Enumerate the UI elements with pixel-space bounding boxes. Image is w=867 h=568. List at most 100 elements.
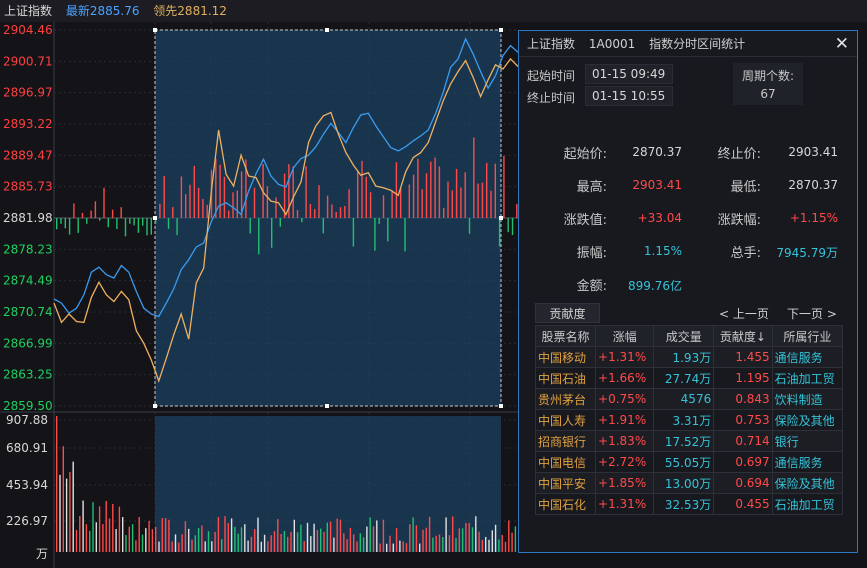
volume-bar: [452, 516, 454, 552]
change-bar: [468, 218, 471, 234]
table-row[interactable]: 中国平安 +1.85% 13.00万 0.694 保险及其他: [534, 472, 844, 494]
table-row[interactable]: 中国电信 +2.72% 55.05万 0.697 通信服务: [534, 451, 844, 473]
col-volume[interactable]: 成交量: [653, 325, 715, 347]
change-bar: [344, 206, 346, 218]
volume-bar: [501, 534, 503, 552]
row-volume: 55.05万: [653, 451, 715, 473]
table-row[interactable]: 中国人寿 +1.91% 3.31万 0.753 保险及其他: [534, 409, 844, 431]
change-bar: [400, 188, 402, 218]
change-bar: [382, 195, 385, 218]
prev-page-button[interactable]: < 上一页: [719, 307, 769, 321]
volume-bar: [85, 524, 88, 552]
change-bar: [486, 162, 488, 218]
col-change[interactable]: 涨幅: [595, 325, 655, 347]
intraday-chart[interactable]: 2904.46 2900.71 2896.97 2893.22 2889.47 2885.…: [0, 22, 867, 568]
table-header-row: 股票名称 涨幅 成交量 贡献度↓ 所属行业: [534, 325, 844, 347]
volume-bar: [455, 538, 457, 552]
change-bar: [94, 201, 97, 218]
change-bar: [245, 159, 247, 218]
row-change: +0.75%: [595, 388, 655, 410]
volume-bar: [425, 527, 427, 552]
change-bar: [425, 173, 428, 218]
change-bar: [481, 182, 484, 218]
selection-handles[interactable]: [153, 28, 503, 408]
selection-handle[interactable]: [153, 404, 157, 408]
row-stock-name: 中国石油: [534, 367, 597, 389]
change-value: +33.04: [637, 211, 682, 225]
volume-bar: [171, 541, 173, 552]
selection-handle[interactable]: [325, 28, 329, 32]
panel-index-name: 上证指数: [527, 37, 576, 51]
selection-handle[interactable]: [499, 28, 503, 32]
change-bar: [511, 218, 514, 236]
change-bar: [322, 218, 324, 234]
volume-bar: [402, 541, 404, 552]
table-row[interactable]: 招商银行 +1.83% 17.52万 0.714 银行: [534, 430, 844, 452]
row-volume: 1.93万: [653, 346, 715, 368]
col-contribution[interactable]: 贡献度↓: [713, 325, 773, 347]
change-bar: [447, 181, 449, 218]
series-line-latest: [53, 37, 519, 318]
volume-bar: [188, 528, 190, 552]
volume-bar: [257, 517, 259, 552]
volume-bar: [511, 532, 513, 552]
total-hands-value: 7945.79万: [776, 246, 838, 260]
row-change: +1.85%: [595, 472, 655, 494]
change-bar: [348, 189, 350, 218]
selection-handle[interactable]: [153, 28, 157, 32]
row-volume: 17.52万: [653, 430, 715, 452]
volume-bar: [82, 500, 84, 552]
volume-bar: [346, 539, 348, 552]
next-page-button[interactable]: 下一页 >: [787, 307, 837, 321]
change-bar: [150, 218, 152, 235]
table-row[interactable]: 中国石油 +1.66% 27.74万 1.195 石油加工贸: [534, 367, 844, 389]
table-row[interactable]: 中国石化 +1.31% 32.53万 0.455 石油加工贸: [534, 493, 844, 515]
col-industry[interactable]: 所属行业: [771, 325, 844, 347]
close-icon[interactable]: ✕: [834, 34, 849, 54]
change-bar: [288, 164, 290, 218]
change-bar: [443, 207, 445, 218]
change-bar: [460, 187, 462, 218]
selection-handle[interactable]: [499, 216, 503, 220]
row-stock-name: 中国移动: [534, 346, 597, 368]
volume-bar: [115, 528, 117, 552]
row-industry: 银行: [771, 430, 844, 452]
volume-bar: [485, 536, 487, 552]
end-time-field[interactable]: 01-15 10:55: [585, 86, 673, 106]
volume-bar: [161, 518, 163, 552]
col-stock-name[interactable]: 股票名称: [534, 325, 597, 347]
volume-bars: [56, 416, 517, 552]
volume-bar: [145, 528, 147, 552]
change-bar: [86, 218, 88, 224]
change-bar: [352, 218, 355, 247]
change-bar: [60, 218, 62, 224]
volume-bar: [273, 531, 276, 552]
volume-bar: [369, 517, 371, 552]
row-volume: 13.00万: [653, 472, 715, 494]
start-time-field[interactable]: 01-15 09:49: [585, 64, 673, 84]
selection-handle[interactable]: [499, 404, 503, 408]
change-bar: [365, 176, 367, 218]
volume-bar: [72, 461, 74, 552]
row-volume: 27.74万: [653, 367, 715, 389]
volume-bar: [204, 541, 206, 552]
change-bar: [223, 176, 226, 218]
volume-bar: [62, 446, 64, 552]
volume-bar: [412, 517, 414, 552]
change-bar: [73, 203, 75, 218]
selection-handle[interactable]: [153, 216, 157, 220]
change-bar: [64, 218, 66, 229]
contribution-tab[interactable]: 贡献度: [535, 303, 600, 323]
volume-bar: [438, 534, 441, 552]
change-bar: [309, 203, 312, 218]
table-row[interactable]: 中国移动 +1.31% 1.93万 1.455 通信服务: [534, 346, 844, 368]
selection-region[interactable]: [154, 29, 502, 552]
row-contribution: 0.697: [713, 451, 773, 473]
table-row[interactable]: 贵州茅台 +0.75% 4576 0.843 饮料制造: [534, 388, 844, 410]
volume-bar: [392, 543, 394, 552]
price-tick-label: 2885.73: [3, 180, 53, 194]
row-contribution: 0.753: [713, 409, 773, 431]
volume-bar: [148, 520, 150, 552]
selection-handle[interactable]: [325, 404, 329, 408]
change-bar: [357, 171, 359, 218]
